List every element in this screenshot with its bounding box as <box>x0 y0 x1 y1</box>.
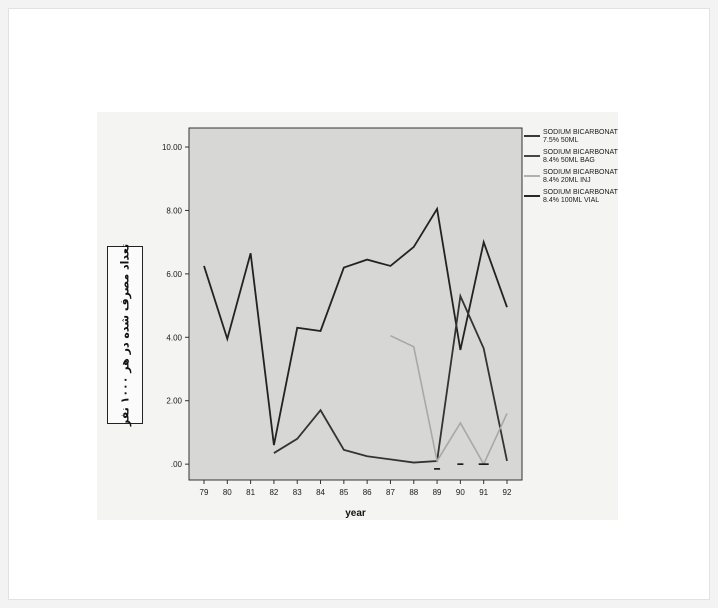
x-tick-label: 87 <box>386 488 395 497</box>
series-line <box>273 292 508 464</box>
x-axis-title: year <box>345 508 366 519</box>
y-tick-label: .00 <box>171 460 183 469</box>
plot-area <box>188 127 523 481</box>
series-line <box>390 334 508 466</box>
y-tick-label: 2.00 <box>166 397 182 406</box>
x-tick-label: 80 <box>223 488 232 497</box>
x-tick-label: 79 <box>200 488 209 497</box>
x-tick-label: 82 <box>269 488 278 497</box>
legend-label: 8.4% 50ML BAG <box>543 157 595 164</box>
chart-figure: .00 2.00 4.00 6.00 8.00 10.00 79 80 81 82 83 84 85 86… <box>97 112 618 520</box>
y-tick-label: 6.00 <box>166 270 182 279</box>
x-tick-label: 86 <box>363 488 372 497</box>
x-tick-label: 92 <box>503 488 512 497</box>
x-tick-label: 88 <box>409 488 418 497</box>
x-tick-label: 91 <box>479 488 488 497</box>
y-tick-label: 10.00 <box>162 143 183 152</box>
legend-label: 8.4% 20ML INJ <box>543 177 591 184</box>
line-chart: .00 2.00 4.00 6.00 8.00 10.00 79 80 81 82 83 84 85 86… <box>162 127 618 519</box>
legend-label: 8.4% 100ML VIAL <box>543 197 599 204</box>
y-axis-title-box: تعداد مصرف شده در هر ۱۰۰۰ نفر <box>107 243 143 427</box>
y-tick-label: 8.00 <box>166 206 182 215</box>
legend-label: SODIUM BICARBONATE <box>543 149 618 156</box>
legend-label: 7.5% 50ML <box>543 137 579 144</box>
x-tick-label: 83 <box>293 488 302 497</box>
axes: .00 2.00 4.00 6.00 8.00 10.00 79 80 81 82 83 84 85 86… <box>162 143 512 497</box>
series-lines <box>203 206 508 470</box>
legend-label: SODIUM BICARBONATE <box>543 189 618 196</box>
x-tick-label: 85 <box>339 488 348 497</box>
y-tick-label: 4.00 <box>166 333 182 342</box>
legend-label: SODIUM BICARBONATE <box>543 169 618 176</box>
legend-label: SODIUM BICARBONATE <box>543 129 618 136</box>
x-tick-label: 89 <box>433 488 442 497</box>
y-axis-title: تعداد مصرف شده در هر ۱۰۰۰ نفر <box>118 243 132 427</box>
x-tick-label: 90 <box>456 488 465 497</box>
x-tick-label: 81 <box>246 488 255 497</box>
x-tick-label: 84 <box>316 488 325 497</box>
